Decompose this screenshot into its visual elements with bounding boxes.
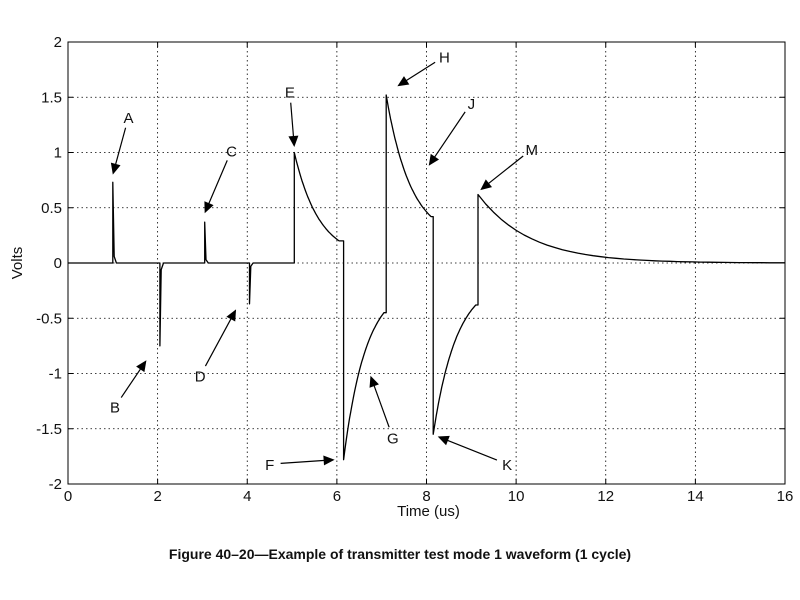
annotation-label-h: H xyxy=(439,49,450,66)
annotation-arrow-line xyxy=(402,61,436,84)
y-tick-label: -1.5 xyxy=(36,421,62,438)
y-tick-label: 0 xyxy=(54,255,62,272)
annotation-label-d: D xyxy=(195,369,206,386)
annotation-arrowhead xyxy=(397,76,410,87)
annotation-label-f: F xyxy=(265,457,274,474)
annotation-arrow-line xyxy=(204,314,234,367)
annotation-arrowhead xyxy=(369,375,379,388)
annotation-label-b: B xyxy=(110,400,120,417)
x-tick-label: 8 xyxy=(422,488,430,505)
annotation-arrow-line xyxy=(280,459,329,464)
x-tick-label: 2 xyxy=(153,488,161,505)
annotation-arrow-line xyxy=(120,364,144,398)
annotation-label-j: J xyxy=(468,96,476,113)
annotation-arrow-line xyxy=(206,160,228,208)
y-tick-label: -1 xyxy=(49,366,62,383)
x-tick-label: 16 xyxy=(777,488,794,505)
x-tick-label: 6 xyxy=(333,488,341,505)
annotation-arrowhead xyxy=(136,360,147,373)
x-tick-label: 12 xyxy=(597,488,614,505)
annotation-arrow-line xyxy=(431,111,466,162)
waveform-series xyxy=(68,94,785,461)
annotation-label-m: M xyxy=(526,142,539,159)
y-axis-label: Volts xyxy=(9,247,26,280)
figure-caption: Figure 40–20—Example of transmitter test… xyxy=(168,546,632,562)
annotation-arrowhead xyxy=(204,201,214,214)
annotation-label-a: A xyxy=(123,110,133,127)
annotation-label-c: C xyxy=(226,143,237,160)
y-tick-labels: 2 1.5 1 0.5 0 -0.5 -1 -1.5 -2 xyxy=(36,34,62,493)
x-tick-labels: 0 2 4 6 8 10 12 14 16 xyxy=(64,488,794,505)
annotation-arrow-line xyxy=(443,438,498,461)
x-tick-label: 14 xyxy=(687,488,704,505)
y-tick-label: -0.5 xyxy=(36,310,62,327)
annotation-arrow-line xyxy=(484,155,524,187)
x-tick-label: 10 xyxy=(508,488,525,505)
annotation-arrowhead xyxy=(437,435,450,446)
annotation-arrow-line xyxy=(290,102,295,142)
y-tick-label: 0.5 xyxy=(41,200,62,217)
annotation-arrow-line xyxy=(113,127,127,169)
x-tick-label: 4 xyxy=(243,488,251,505)
axis-ticks xyxy=(67,41,786,485)
annotation-label-g: G xyxy=(387,431,399,448)
annotation-label-e: E xyxy=(285,85,295,102)
y-tick-label: -2 xyxy=(49,476,62,493)
annotation-arrowhead xyxy=(428,153,440,166)
annotation-arrow-line xyxy=(371,381,390,428)
annotation-arrowhead xyxy=(480,179,492,191)
annotation-arrowhead xyxy=(288,135,299,147)
annotation-arrowhead xyxy=(323,455,335,466)
annotations: A B C D E F G H J K M xyxy=(110,49,538,474)
annotation-arrowhead xyxy=(226,309,237,322)
y-tick-label: 2 xyxy=(54,34,62,51)
x-tick-label: 0 xyxy=(64,488,72,505)
y-tick-label: 1 xyxy=(54,145,62,162)
x-axis-label: Time (us) xyxy=(397,503,460,520)
waveform-line xyxy=(68,94,785,461)
y-tick-label: 1.5 xyxy=(41,89,62,106)
annotation-arrowhead xyxy=(110,162,121,175)
annotation-label-k: K xyxy=(502,457,512,474)
